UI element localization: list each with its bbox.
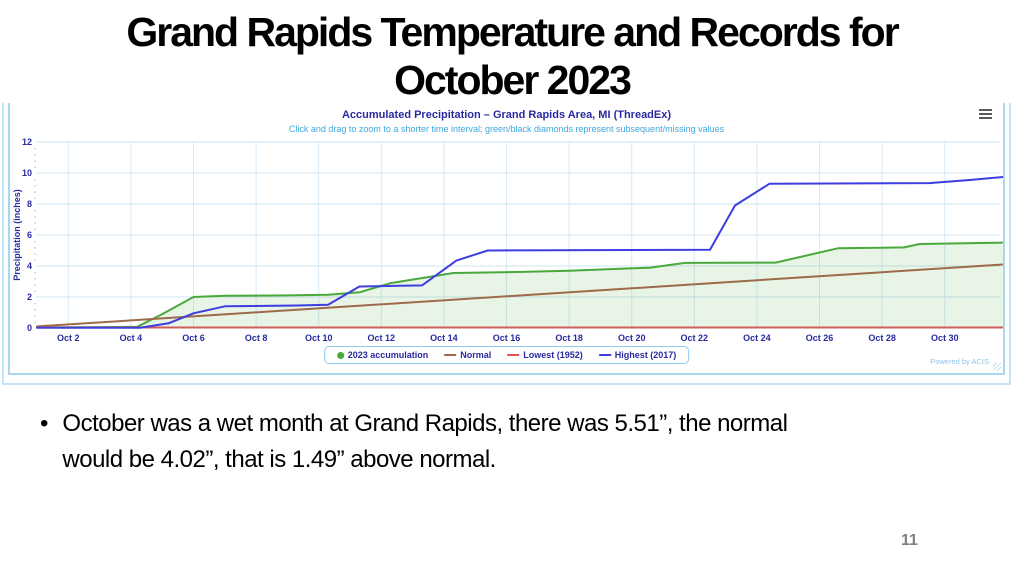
x-tick-label: Oct 18: [555, 333, 583, 343]
slide-title: Grand Rapids Temperature and Records for…: [0, 8, 1024, 104]
chart-frame: Accumulated Precipitation – Grand Rapids…: [8, 103, 1005, 375]
y-minor-tick: [34, 179, 36, 181]
legend-marker-circle-icon: [336, 351, 344, 359]
legend-label: 2023 accumulation: [347, 350, 429, 360]
y-tick-label: 4: [27, 261, 32, 271]
chart-outer-frame: Accumulated Precipitation – Grand Rapids…: [2, 103, 1011, 385]
y-tick-label: 8: [27, 199, 32, 209]
series-line-normal: [36, 263, 1003, 328]
series-area-2023-accumulation: [37, 242, 1003, 328]
chart-canvas[interactable]: 0 2 4 6 8 10 12 Oct 2 Oct 4 Oct 6 Oct 8 Oct 10 Oct 1…: [10, 103, 1003, 371]
legend-marker-line-icon: [444, 354, 457, 356]
y-tick-label: 10: [22, 168, 32, 178]
y-minor-tick: [34, 210, 36, 212]
y-minor-tick: [34, 247, 36, 249]
x-tick-label: Oct 24: [743, 333, 771, 343]
legend-item-normal[interactable]: Normal: [444, 350, 491, 360]
x-tick-label: Oct 6: [182, 333, 205, 343]
y-minor-tick: [34, 222, 36, 224]
y-minor-tick: [34, 191, 36, 193]
page-number: 11: [901, 532, 918, 549]
legend-label: Normal: [460, 350, 492, 360]
chart-legend: 2023 accumulation Normal Lowest (1952) H…: [323, 346, 690, 364]
y-tick-label: 2: [27, 292, 32, 302]
y-minor-tick: [34, 216, 36, 218]
x-tick-label: Oct 28: [868, 333, 896, 343]
x-tick-label: Oct 2: [57, 333, 80, 343]
x-tick-label: Oct 10: [305, 333, 333, 343]
legend-item-2023-accumulation[interactable]: 2023 accumulation: [336, 350, 429, 360]
legend-item-lowest-1952[interactable]: Lowest (1952): [507, 350, 583, 360]
y-minor-tick: [34, 241, 36, 243]
series-line-highest-2017-: [36, 176, 1003, 329]
y-minor-tick: [34, 185, 36, 187]
powered-by-acis-link[interactable]: Powered by ACIS: [930, 357, 989, 366]
chart-subtitle: Click and drag to zoom to a shorter time…: [288, 124, 725, 134]
y-minor-tick: [34, 148, 36, 150]
legend-label: Highest (2017): [614, 350, 677, 360]
y-minor-tick: [34, 315, 36, 317]
legend-item-highest-2017[interactable]: Highest (2017): [598, 350, 677, 360]
y-minor-tick: [34, 160, 36, 162]
y-tick-label: 6: [27, 230, 32, 240]
x-tick-label: Oct 4: [120, 333, 143, 343]
bullet-list: • October was a wet month at Grand Rapid…: [40, 406, 840, 478]
y-minor-tick: [34, 309, 36, 311]
y-minor-tick: [34, 228, 36, 230]
y-tick-label: 0: [27, 323, 32, 333]
hamburger-icon[interactable]: [979, 108, 993, 120]
x-tick-label: Oct 22: [681, 333, 709, 343]
x-tick-label: Oct 26: [806, 333, 834, 343]
x-tick-label: Oct 20: [618, 333, 646, 343]
x-tick-label: Oct 8: [245, 333, 268, 343]
y-minor-tick: [34, 197, 36, 199]
legend-marker-line-icon: [507, 354, 520, 356]
y-minor-tick: [34, 253, 36, 255]
y-axis-label: Precipitation (inches): [12, 189, 22, 281]
y-minor-tick: [34, 259, 36, 261]
legend-marker-line-icon: [598, 354, 611, 356]
y-minor-tick: [34, 290, 36, 292]
slide-title-line2: October 2023: [394, 57, 632, 103]
y-tick-label: 12: [22, 137, 32, 147]
series-line-2023-accumulation: [36, 241, 1003, 329]
slide-title-line1: Grand Rapids Temperature and Records for: [126, 9, 899, 55]
x-tick-label: Oct 12: [368, 333, 396, 343]
bullet-icon: •: [40, 410, 49, 437]
legend-label: Lowest (1952): [523, 350, 583, 360]
bullet-text: October was a wet month at Grand Rapids,…: [62, 410, 788, 473]
resize-handle-icon[interactable]: [993, 363, 1001, 371]
x-tick-label: Oct 14: [430, 333, 458, 343]
y-minor-tick: [34, 303, 36, 305]
y-minor-tick: [34, 278, 36, 280]
y-minor-tick: [34, 272, 36, 274]
y-minor-tick: [34, 166, 36, 168]
y-minor-tick: [34, 284, 36, 286]
y-minor-tick: [34, 321, 36, 323]
chart-title: Accumulated Precipitation – Grand Rapids…: [341, 109, 672, 121]
x-tick-label: Oct 30: [931, 333, 959, 343]
y-minor-tick: [34, 154, 36, 156]
x-tick-label: Oct 16: [493, 333, 521, 343]
